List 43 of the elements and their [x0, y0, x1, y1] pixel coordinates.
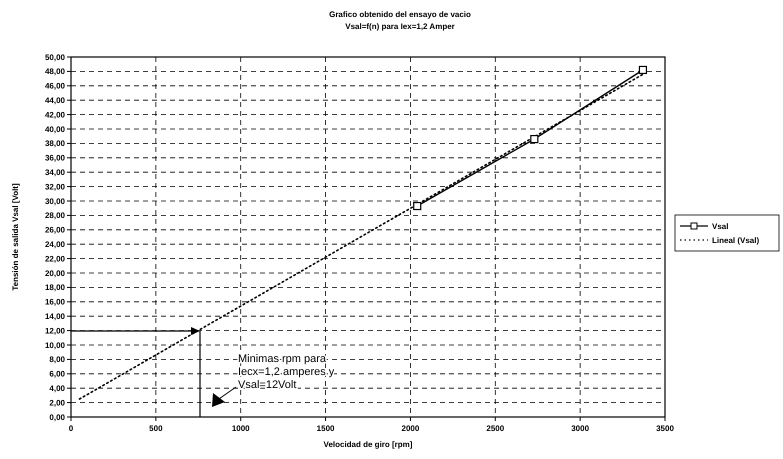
y-tick-label: 44,00 [44, 96, 66, 105]
y-tick-label: 8,00 [49, 355, 66, 364]
y-tick-label: 0,00 [49, 412, 66, 422]
y-tick-label: 46,00 [44, 82, 66, 91]
y-tick-label: 6,00 [49, 370, 66, 379]
y-tick-label: 28,00 [44, 211, 66, 220]
y-tick-label: 24,00 [44, 240, 66, 249]
y-tick-label: 48,00 [44, 67, 66, 76]
y-tick-label: 30,00 [44, 196, 66, 206]
legend-label: Lineal (Vsal) [712, 236, 760, 245]
x-tick-label: 1500 [316, 424, 336, 433]
y-tick-label: 40,00 [44, 124, 66, 134]
x-axis-title: Velocidad de giro [rpm] [324, 440, 413, 449]
y-tick-label: 34,00 [44, 168, 66, 177]
y-tick-label: 18,00 [44, 283, 66, 292]
y-tick-label: 26,00 [44, 226, 66, 235]
y-tick-label: 14,00 [44, 312, 66, 321]
point [638, 66, 648, 74]
y-tick-label: 2,00 [49, 398, 66, 408]
y-tick-label: 42,00 [44, 110, 66, 120]
y-tick-label: 12,00 [44, 326, 66, 336]
x-tick-label: 3000 [571, 424, 590, 433]
x-tick-label: 2500 [486, 424, 505, 433]
y-tick-label: 32,00 [44, 182, 66, 192]
y-axis-title: Tensión de salida Vsal [Volt] [11, 183, 20, 291]
legend-label: Vsal [712, 222, 728, 231]
y-tick-label: 50,00 [44, 52, 66, 62]
x-tick-label: 3500 [656, 424, 674, 433]
y-tick-label: 20,00 [44, 268, 66, 278]
y-tick-label: 10,00 [44, 340, 66, 350]
x-tick-label: 0 [68, 424, 74, 433]
chart-subtitle: Vsal=f(n) para Iex=1,2 Amper [345, 22, 455, 31]
chart-title: Grafico obtenido del ensayo de vacio [329, 10, 472, 19]
y-tick-label: 36,00 [44, 154, 66, 163]
y-tick-label: 38,00 [44, 139, 66, 148]
point [530, 134, 538, 144]
y-tick-label: 22,00 [44, 254, 66, 264]
point [413, 202, 422, 210]
x-tick-label: 500 [149, 424, 164, 433]
x-tick-label: 1000 [232, 424, 250, 433]
x-tick-label: 2000 [402, 424, 420, 433]
y-tick-label: 4,00 [49, 384, 66, 393]
y-tick-label: 16,00 [44, 298, 66, 307]
